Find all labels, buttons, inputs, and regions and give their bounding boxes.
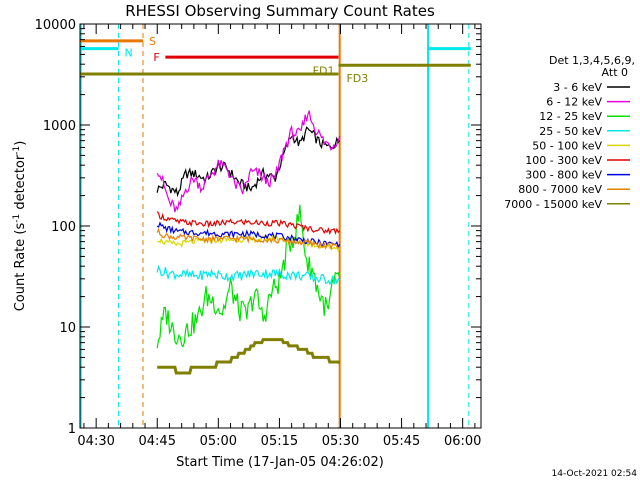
x-tick-label: 05:30 xyxy=(322,434,359,449)
series-line-25-50-kev xyxy=(156,264,341,286)
x-tick-label: 05:45 xyxy=(383,434,420,449)
y-axis-label-part2: detector xyxy=(13,154,28,214)
legend-label: 12 - 25 keV xyxy=(539,110,602,123)
series-line-6-12-kev xyxy=(156,110,341,213)
x-axis-label: Start Time (17-Jan-05 04:26:02) xyxy=(176,455,384,470)
y-axis-label-part1: Count Rate (s xyxy=(13,223,28,312)
x-tick-label: 04:30 xyxy=(77,434,114,449)
y-tick-label: 100 xyxy=(51,220,76,235)
y-axis-label-sup2: -1 xyxy=(12,146,22,155)
y-tick-label: 10000 xyxy=(35,18,76,33)
y-tick-label: 10 xyxy=(59,321,76,336)
legend: Det 1,3,4,5,6,9, Att 0 3 - 6 keV 6 - 12 k… xyxy=(504,54,635,211)
y-tick-label: 1000 xyxy=(43,119,76,134)
flag-label-s: S xyxy=(149,35,156,48)
legend-label: 800 - 7000 keV xyxy=(518,183,602,196)
series-line-12-25-kev xyxy=(156,204,341,349)
y-axis-label-part3: ) xyxy=(13,141,28,146)
x-tick-label: 06:00 xyxy=(444,434,481,449)
flag-label-fd3: FD3 xyxy=(346,72,368,85)
series-line-50-100-kev xyxy=(157,233,341,253)
series-line-7000-15000-kev xyxy=(157,338,341,375)
legend-header-line2: Att 0 xyxy=(602,66,628,79)
legend-header-line1: Det 1,3,4,5,6,9, xyxy=(549,54,635,67)
series-line-3-6-kev xyxy=(156,126,341,198)
legend-label: 3 - 6 keV xyxy=(553,81,602,94)
flag-label-f: F xyxy=(153,51,159,64)
legend-label: 6 - 12 keV xyxy=(546,96,602,109)
axis-ticks: 1 10 100 1000 10000 04:30 04:45 05:00 05:15 05:30… xyxy=(35,18,482,449)
legend-label: 300 - 800 keV xyxy=(525,169,602,182)
legend-label: 25 - 50 keV xyxy=(539,125,602,138)
legend-label: 7000 - 15000 keV xyxy=(504,198,602,211)
series-line-800-7000-kev xyxy=(156,227,341,251)
plot-frame xyxy=(79,23,482,429)
y-tick-label: 1 xyxy=(68,422,76,437)
x-tick-label: 05:00 xyxy=(200,434,237,449)
x-tick-label: 05:15 xyxy=(261,434,298,449)
x-tick-label: 04:45 xyxy=(139,434,176,449)
legend-label: 100 - 300 keV xyxy=(525,154,602,167)
flag-label-n: N xyxy=(125,47,133,60)
chart-title: RHESSI Observing Summary Count Rates xyxy=(125,2,435,20)
y-axis-label-sup1: -1 xyxy=(12,214,22,223)
legend-label: 50 - 100 keV xyxy=(532,139,602,152)
y-axis-label: Count Rate (s-1 detector-1) xyxy=(12,141,28,312)
footer-date: 14-Oct-2021 02:54 xyxy=(552,469,638,479)
series-line-100-300-kev xyxy=(156,211,341,236)
